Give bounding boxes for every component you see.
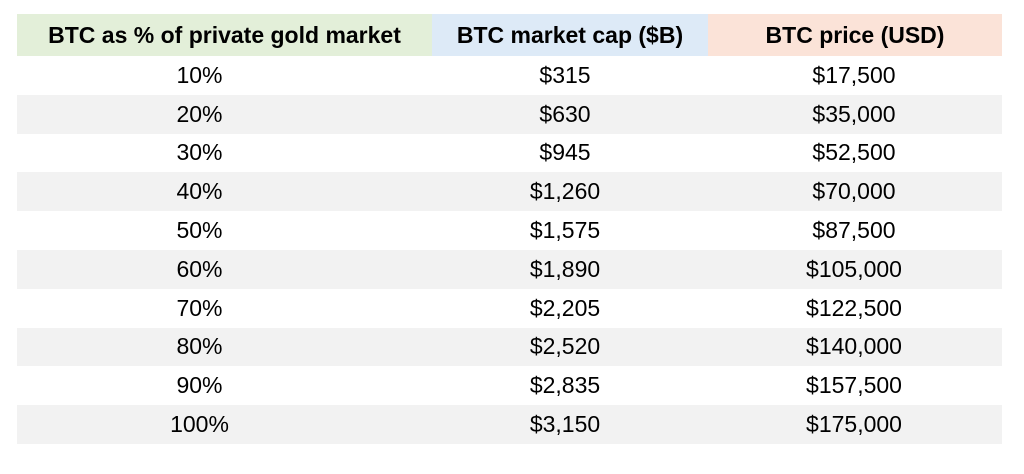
market-cap-cell: $1,260 — [432, 172, 708, 212]
table-row: 40% $1,260 $70,000 — [17, 172, 1002, 212]
market-cap-cell: $3,150 — [432, 405, 708, 444]
market-cap-cell: $2,205 — [432, 288, 708, 328]
gold-share-cell: 90% — [17, 366, 432, 406]
gold-share-cell: 10% — [17, 56, 432, 95]
market-cap-cell: $1,575 — [432, 211, 708, 250]
header-cell-gold-share: BTC as % of private gold market — [17, 14, 432, 56]
table-body: 10% $315 $17,500 20% $630 $35,000 30% $945 $52,5… — [17, 56, 1002, 444]
price-cell: $70,000 — [708, 172, 1002, 212]
table-row: 60% $1,890 $105,000 — [17, 249, 1002, 289]
price-cell: $122,500 — [708, 288, 1002, 328]
table-header: BTC as % of private gold market BTC mark… — [17, 14, 1002, 56]
price-cell: $140,000 — [708, 327, 1002, 367]
gold-share-cell: 40% — [17, 172, 432, 212]
price-cell: $17,500 — [708, 56, 1002, 95]
table-row: 30% $945 $52,500 — [17, 133, 1002, 173]
header-cell-price: BTC price (USD) — [708, 14, 1002, 56]
market-cap-cell: $630 — [432, 94, 708, 134]
market-cap-cell: $2,835 — [432, 366, 708, 406]
price-cell: $87,500 — [708, 211, 1002, 250]
market-cap-cell: $2,520 — [432, 327, 708, 367]
price-cell: $35,000 — [708, 94, 1002, 134]
table-row: 20% $630 $35,000 — [17, 94, 1002, 134]
gold-share-cell: 20% — [17, 94, 432, 134]
gold-share-cell: 80% — [17, 327, 432, 367]
gold-share-cell: 100% — [17, 405, 432, 444]
gold-share-cell: 30% — [17, 133, 432, 173]
price-cell: $52,500 — [708, 133, 1002, 173]
table-row: 50% $1,575 $87,500 — [17, 211, 1002, 250]
price-cell: $157,500 — [708, 366, 1002, 406]
price-cell: $105,000 — [708, 249, 1002, 289]
price-cell: $175,000 — [708, 405, 1002, 444]
market-cap-cell: $945 — [432, 133, 708, 173]
header-row: BTC as % of private gold market BTC mark… — [17, 14, 1002, 56]
table-row: 100% $3,150 $175,000 — [17, 405, 1002, 444]
table-row: 70% $2,205 $122,500 — [17, 288, 1002, 328]
table-row: 80% $2,520 $140,000 — [17, 327, 1002, 367]
table-row: 90% $2,835 $157,500 — [17, 366, 1002, 406]
gold-share-cell: 50% — [17, 211, 432, 250]
market-cap-cell: $315 — [432, 56, 708, 95]
btc-gold-table-container: BTC as % of private gold market BTC mark… — [17, 14, 1002, 444]
market-cap-cell: $1,890 — [432, 249, 708, 289]
btc-gold-table: BTC as % of private gold market BTC mark… — [17, 14, 1002, 444]
table-row: 10% $315 $17,500 — [17, 56, 1002, 95]
gold-share-cell: 70% — [17, 288, 432, 328]
header-cell-market-cap: BTC market cap ($B) — [432, 14, 708, 56]
gold-share-cell: 60% — [17, 249, 432, 289]
